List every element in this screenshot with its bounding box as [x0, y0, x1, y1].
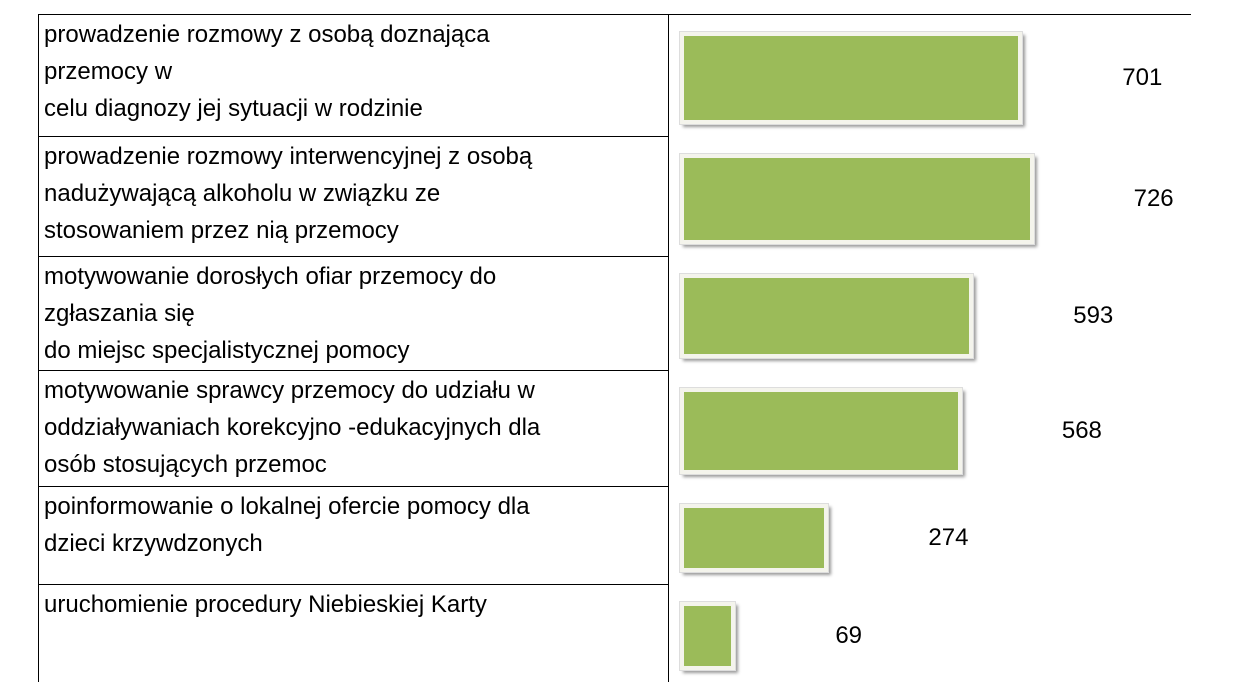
bar [678, 31, 1024, 125]
category-label: motywowanie sprawcy przemocy do udziału … [44, 377, 541, 478]
row-divider [38, 136, 668, 137]
left-border [38, 14, 39, 682]
value-label: 701 [1122, 64, 1163, 91]
value-label: 69 [835, 622, 863, 649]
category-label: motywowanie dorosłych ofiar przemocy do … [44, 263, 497, 364]
bar [678, 503, 830, 573]
row-divider [38, 370, 668, 371]
bar [679, 153, 1035, 245]
row-divider [38, 486, 668, 487]
category-label: uruchomienie procedury Niebieskiej Karty [44, 591, 487, 618]
bar [678, 601, 737, 671]
value-label: 568 [1061, 417, 1102, 444]
bar [679, 387, 963, 475]
value-label: 726 [1133, 185, 1174, 212]
value-label: 593 [1073, 302, 1114, 329]
category-label: poinformowanie o lokalnej ofercie pomocy… [44, 493, 530, 557]
bar [678, 273, 975, 359]
category-label: prowadzenie rozmowy z osobą doznająca pr… [44, 21, 490, 122]
column-divider [668, 14, 669, 682]
value-label: 274 [928, 524, 969, 551]
row-divider [38, 256, 668, 257]
category-label: prowadzenie rozmowy interwencyjnej z oso… [44, 143, 533, 244]
top-border [38, 14, 1191, 15]
row-divider [38, 584, 668, 585]
